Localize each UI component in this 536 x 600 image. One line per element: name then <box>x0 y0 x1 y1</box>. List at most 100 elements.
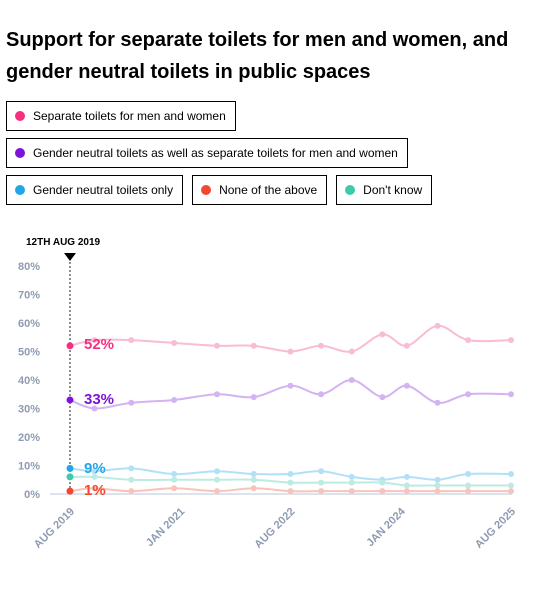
data-point <box>214 468 220 475</box>
data-point <box>434 399 441 406</box>
legend-label: Gender neutral toilets only <box>33 183 174 197</box>
legend-item-neutral-only[interactable]: Gender neutral toilets only <box>6 175 184 205</box>
legend-dot <box>201 185 212 195</box>
data-point <box>434 488 441 495</box>
data-point <box>348 377 355 383</box>
y-tick-label: 50% <box>18 347 40 359</box>
data-point <box>465 337 472 344</box>
data-point <box>508 471 514 478</box>
data-point <box>348 348 355 355</box>
data-point <box>465 488 472 495</box>
highlight-point <box>66 487 74 495</box>
data-point <box>465 391 472 398</box>
data-point <box>287 471 294 478</box>
data-point <box>287 382 294 389</box>
data-point <box>214 476 220 483</box>
data-point <box>434 476 441 483</box>
data-point <box>403 473 410 480</box>
highlight-point <box>66 396 74 404</box>
data-point <box>287 348 294 355</box>
y-tick-label: 20% <box>18 432 40 444</box>
value-label: 52% <box>84 336 114 353</box>
data-point <box>379 394 386 401</box>
y-tick-label: 80% <box>18 261 40 273</box>
data-point <box>250 471 257 478</box>
data-point <box>465 471 472 478</box>
data-point <box>379 488 386 495</box>
data-point <box>403 488 410 495</box>
data-point <box>128 465 135 472</box>
legend-item-separate[interactable]: Separate toilets for men and women <box>6 101 236 131</box>
data-point <box>508 488 514 495</box>
data-point <box>508 482 514 489</box>
legend-item-none[interactable]: None of the above <box>192 175 328 205</box>
data-point <box>250 394 257 401</box>
value-label: 9% <box>84 460 106 477</box>
annotation-label: 12TH AUG 2019 <box>26 237 101 248</box>
data-point <box>171 339 178 346</box>
value-label: 33% <box>84 391 114 408</box>
x-tick-label: JAN 2024 <box>364 505 408 549</box>
data-point <box>403 382 410 389</box>
data-point <box>318 479 325 486</box>
data-point <box>508 337 514 344</box>
y-tick-label: 30% <box>18 404 40 416</box>
legend-row: Separate toilets for men and women <box>6 101 532 131</box>
data-point <box>287 479 294 486</box>
data-point <box>318 488 325 495</box>
legend-item-both[interactable]: Gender neutral toilets as well as separa… <box>6 138 408 168</box>
data-point <box>403 482 410 489</box>
data-point <box>214 342 220 349</box>
annotation-marker <box>64 253 76 261</box>
data-point <box>318 391 325 398</box>
y-tick-label: 10% <box>18 461 40 473</box>
legend-dot <box>15 148 25 158</box>
data-point <box>91 485 98 492</box>
legend-dot <box>15 111 25 121</box>
value-label: 1% <box>84 482 106 499</box>
x-tick-label: AUG 2022 <box>252 506 297 551</box>
x-tick-label: AUG 2025 <box>473 506 518 551</box>
data-point <box>348 473 355 480</box>
legend-row: Gender neutral toilets only None of the … <box>6 175 532 205</box>
data-point <box>348 488 355 495</box>
data-point <box>250 342 257 349</box>
data-point <box>128 476 135 483</box>
data-point <box>318 468 325 475</box>
data-point <box>465 482 472 489</box>
data-point <box>348 479 355 486</box>
data-point <box>287 488 294 495</box>
data-point <box>171 471 178 478</box>
highlight-point <box>66 342 74 350</box>
data-point <box>91 468 98 475</box>
chart-title: Support for separate toilets for men and… <box>6 29 509 83</box>
data-point <box>318 342 325 349</box>
data-point <box>250 476 257 483</box>
legend-label: Gender neutral toilets as well as separa… <box>33 146 398 160</box>
x-tick-label: AUG 2019 <box>32 506 77 551</box>
y-tick-label: 40% <box>18 375 40 387</box>
data-point <box>214 488 220 495</box>
data-point <box>403 342 410 349</box>
highlight-point <box>66 464 74 472</box>
data-point <box>171 485 178 492</box>
data-point <box>250 485 257 492</box>
data-point <box>508 391 514 398</box>
data-point <box>91 405 98 412</box>
data-point <box>434 482 441 489</box>
series-line <box>69 324 512 353</box>
x-tick-label: JAN 2021 <box>144 506 188 550</box>
legend: Separate toilets for men and women Gende… <box>6 101 532 212</box>
legend-item-dont-know[interactable]: Don't know <box>336 175 433 205</box>
data-point <box>171 396 178 403</box>
legend-label: Don't know <box>363 183 423 197</box>
data-point <box>91 337 98 344</box>
y-tick-label: 70% <box>18 290 40 302</box>
data-point <box>128 488 135 495</box>
data-point <box>434 322 441 329</box>
legend-row: Gender neutral toilets as well as separa… <box>6 138 532 168</box>
data-point <box>379 331 386 338</box>
legend-dot <box>15 185 25 195</box>
data-point <box>171 476 178 483</box>
